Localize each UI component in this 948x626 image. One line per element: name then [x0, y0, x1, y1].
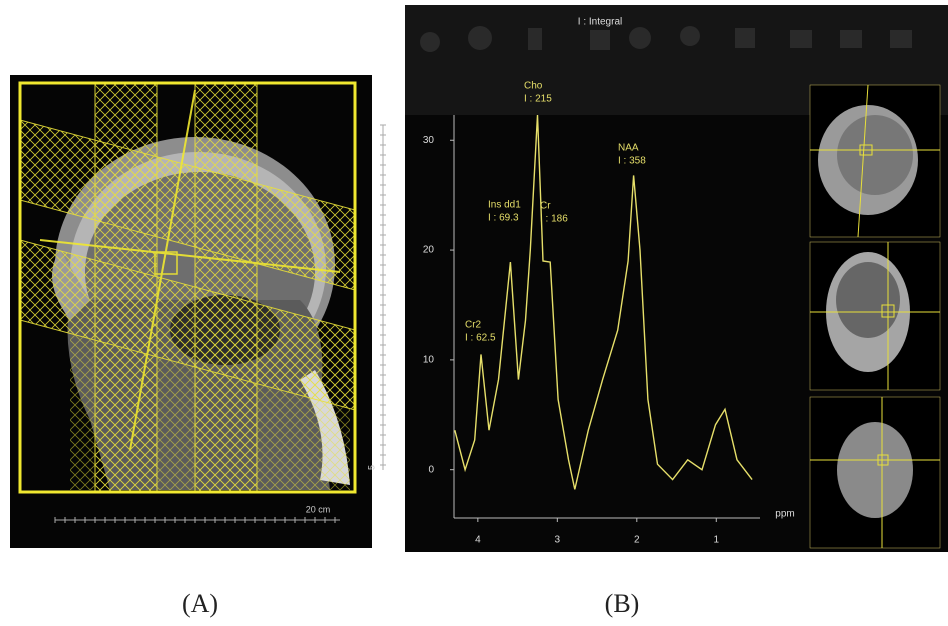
x-tick-label: 4 [475, 535, 481, 546]
scale-label: 20 cm [306, 504, 331, 514]
peak-integral: I : 186 [540, 214, 568, 225]
x-axis-label: ppm [775, 509, 794, 520]
peak-name: Cr2 [465, 320, 482, 331]
caption: (A) [182, 589, 218, 618]
y-tick-label: 10 [423, 355, 435, 366]
page: 20 cm 5 I : Integral 01020304321ppmCr2I … [0, 0, 948, 626]
peak-name: NAA [618, 143, 639, 154]
peak-integral: I : 358 [618, 156, 646, 167]
x-tick-label: 1 [714, 535, 720, 546]
peak-integral: I : 69.3 [488, 213, 519, 224]
y-tick-label: 20 [423, 245, 435, 256]
x-tick-label: 3 [555, 535, 561, 546]
toolbar-title: I : Integral [578, 17, 622, 28]
peak-name: Ins dd1 [488, 200, 521, 211]
thumbnails [810, 85, 940, 548]
y-tick-label: 0 [428, 464, 434, 475]
panel-a: 20 cm 5 [10, 75, 386, 548]
caption: (B) [605, 589, 640, 618]
peak-name: Cho [524, 81, 543, 92]
panel-b: I : Integral 0 10 20 30 4 3 2 1 ppm Cr2 I : 62.5 In… [405, 5, 948, 552]
peak-name: Cr [540, 201, 551, 212]
peak-integral: I : 62.5 [465, 333, 496, 344]
y-tick-label: 30 [423, 135, 435, 146]
side-label: 5 [366, 465, 376, 470]
peak-integral: I : 215 [524, 94, 552, 105]
figure: 20 cm 5 I : Integral 01020304321ppmCr2I … [0, 0, 948, 626]
x-tick-label: 2 [634, 535, 640, 546]
